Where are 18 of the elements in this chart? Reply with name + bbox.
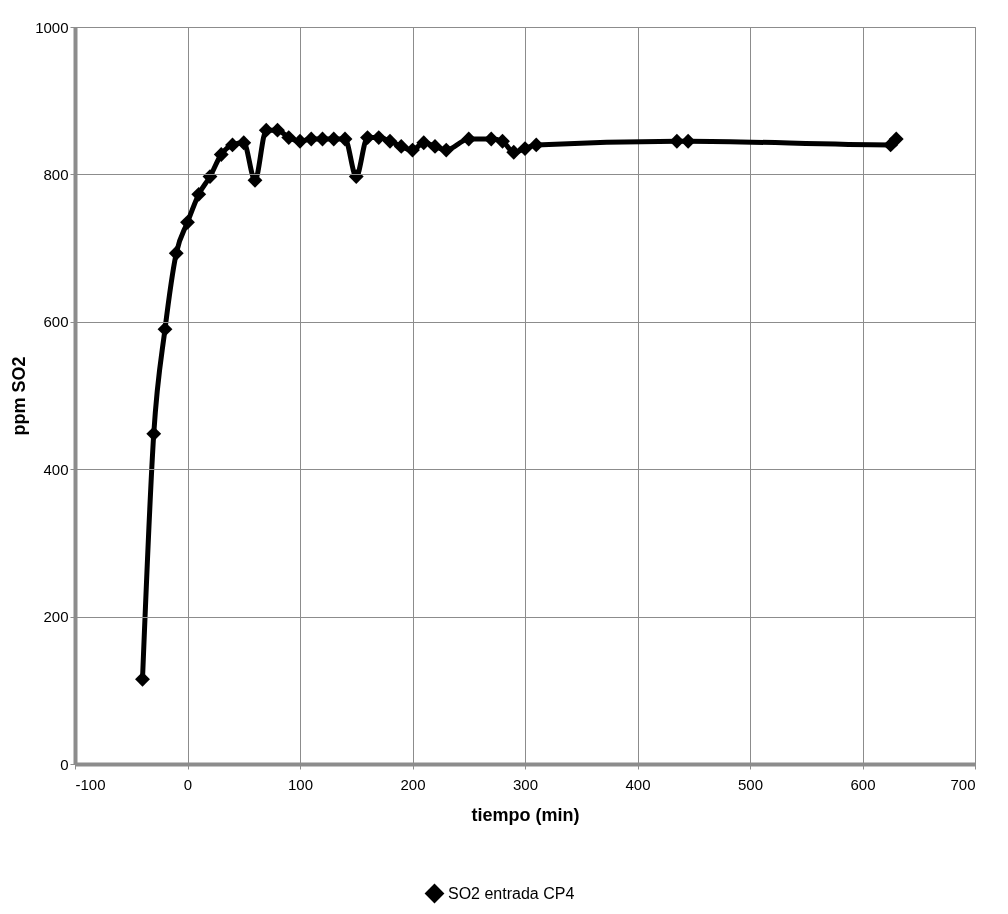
y-tick-label: 400 [43,460,69,478]
y-tick-label: 200 [43,608,69,626]
x-tick-label: 600 [850,775,876,793]
y-tick-label: 0 [60,755,69,773]
x-tick-label: 0 [183,775,193,793]
x-tick-label: 200 [400,775,426,793]
y-tick-label: 800 [43,165,69,183]
x-tick-label: 400 [625,775,651,793]
x-tick-label: 300 [512,775,539,793]
legend-label: SO2 entrada CP4 [448,884,575,902]
y-tick-label: 1000 [35,18,69,36]
x-axis-title: tiempo (min) [471,804,580,825]
x-tick-label: 500 [737,775,764,793]
y-tick-label: 600 [43,313,69,331]
x-tick-label: 100 [287,775,314,793]
x-tick-label: 700 [950,775,976,793]
x-tick-label: -100 [75,775,106,793]
y-axis-title: ppm SO2 [9,356,30,436]
